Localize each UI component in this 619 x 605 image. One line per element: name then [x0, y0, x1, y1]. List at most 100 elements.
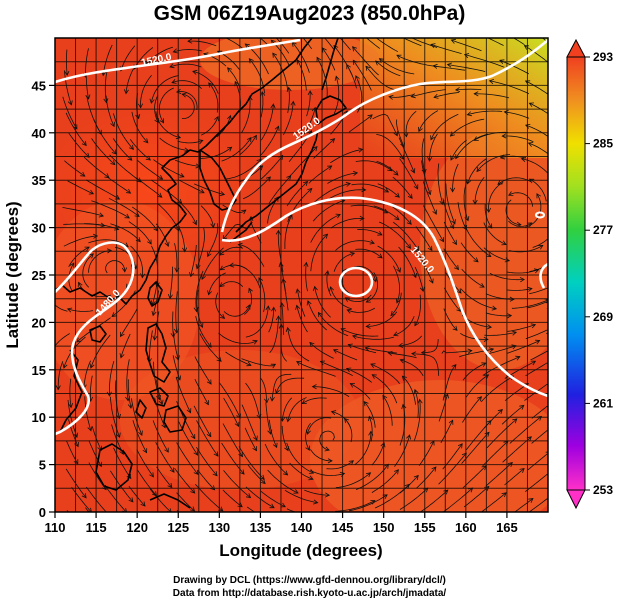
streamline	[521, 158, 548, 175]
streamline	[227, 67, 241, 90]
streamline	[286, 508, 297, 512]
streamline-arrow	[361, 187, 367, 193]
streamline-arrow	[339, 472, 346, 477]
streamline	[508, 192, 534, 207]
streamline	[310, 214, 341, 243]
streamline-arrow	[402, 33, 407, 37]
streamline	[512, 38, 525, 46]
streamline-arrow	[504, 257, 511, 263]
streamline	[527, 452, 548, 471]
streamline-arrow	[545, 451, 548, 453]
streamline-arrow	[245, 493, 252, 499]
streamline-arrow	[158, 399, 164, 406]
streamline	[88, 440, 102, 467]
streamline	[307, 300, 327, 331]
streamline-arrow	[190, 488, 196, 494]
credit-data: Data from http://database.rish.kyoto-u.a…	[172, 588, 447, 599]
streamline-arrow	[312, 145, 318, 152]
streamline	[460, 242, 479, 263]
streamline-arrow	[106, 248, 113, 254]
streamline-arrow	[371, 374, 377, 379]
streamline-arrow	[410, 93, 416, 99]
streamline	[200, 205, 214, 228]
streamline	[223, 304, 250, 317]
streamline-arrow	[173, 328, 179, 334]
streamline	[268, 419, 278, 448]
streamline-arrow	[489, 24, 494, 28]
streamline-arrow	[501, 133, 507, 139]
streamline	[489, 80, 530, 95]
streamline	[88, 250, 112, 273]
streamline-arrow	[394, 192, 400, 198]
streamline	[281, 397, 293, 422]
streamline	[267, 469, 299, 494]
streamline-arrow	[87, 426, 93, 432]
streamline	[464, 54, 505, 68]
streamline-arrow	[67, 100, 73, 106]
streamline	[366, 311, 398, 327]
streamline-arrow	[393, 170, 399, 176]
streamline	[284, 489, 318, 504]
streamline	[287, 397, 307, 422]
streamline	[136, 177, 163, 198]
streamline	[497, 177, 532, 185]
streamline	[399, 475, 419, 494]
streamline-arrow	[161, 536, 166, 540]
streamline-arrow	[394, 469, 399, 475]
streamline-arrow	[451, 219, 456, 225]
streamline	[313, 138, 335, 159]
streamline	[131, 206, 159, 232]
streamline-arrow	[419, 286, 425, 293]
streamline	[319, 430, 335, 451]
streamline-arrow	[246, 361, 252, 367]
streamline	[201, 116, 219, 136]
streamline-arrow	[192, 219, 198, 226]
streamline	[174, 467, 195, 494]
streamline-arrow	[324, 492, 331, 498]
streamline	[63, 235, 98, 247]
streamline-arrow	[467, 348, 473, 354]
streamline-arrow	[164, 447, 169, 453]
streamline-arrow	[253, 435, 258, 441]
x-tick-label: 120	[126, 520, 148, 535]
streamline	[137, 469, 157, 496]
streamline-arrow	[484, 431, 490, 437]
streamline-arrow	[270, 103, 276, 109]
streamline	[241, 404, 258, 441]
streamline	[330, 149, 363, 164]
streamline	[461, 268, 485, 288]
streamline-arrow	[192, 69, 198, 75]
streamline-arrow	[170, 332, 176, 338]
streamline-arrow	[308, 475, 314, 481]
streamline-arrow	[556, 256, 561, 260]
streamline-arrow	[140, 273, 146, 279]
streamline-arrow	[387, 166, 393, 172]
streamline	[221, 137, 252, 162]
streamline-arrow	[380, 442, 386, 448]
wind-streamlines	[55, 24, 561, 540]
streamline	[282, 278, 289, 311]
streamline-arrow	[375, 60, 381, 66]
streamline-arrow	[497, 409, 503, 415]
streamline	[499, 59, 529, 75]
streamline-arrow	[248, 58, 254, 64]
streamline	[181, 203, 197, 225]
streamline-arrow	[152, 335, 158, 341]
streamline	[71, 486, 92, 512]
streamline-arrow	[483, 336, 489, 342]
streamline	[346, 368, 373, 383]
streamline	[442, 198, 454, 229]
streamline	[260, 104, 274, 141]
streamline-arrow	[273, 196, 279, 202]
streamline	[463, 486, 490, 508]
streamline-arrow	[265, 305, 271, 311]
streamline	[260, 155, 284, 180]
streamline-arrow	[270, 39, 276, 45]
streamline	[414, 266, 424, 292]
streamline	[172, 311, 174, 338]
streamline	[301, 397, 327, 404]
streamline-arrow	[219, 265, 225, 271]
streamline	[296, 305, 308, 333]
streamline-arrow	[363, 401, 369, 407]
